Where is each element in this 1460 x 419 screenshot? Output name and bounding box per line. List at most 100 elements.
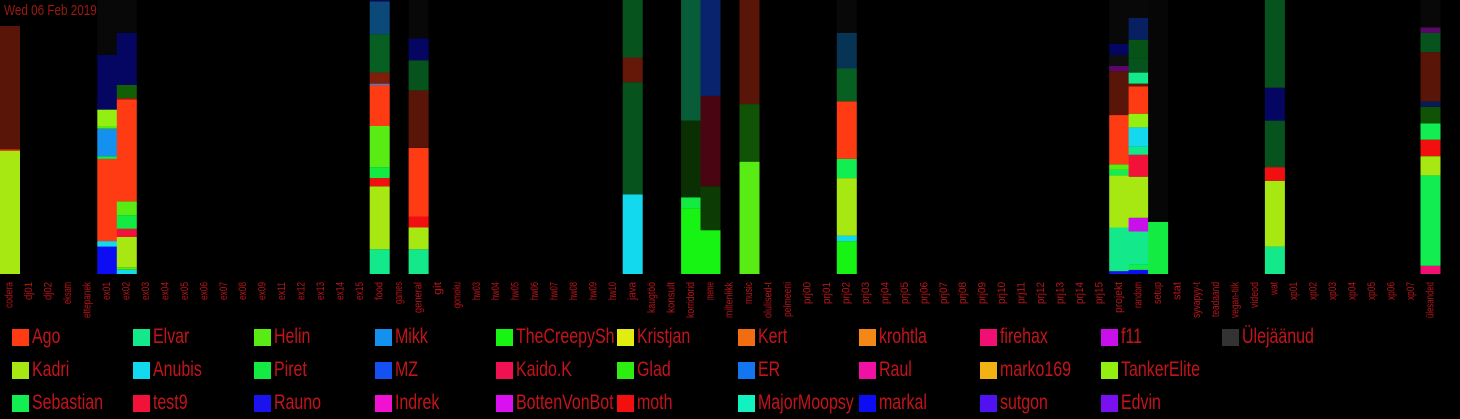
bar-segment-ex02-5 xyxy=(116,201,137,216)
tick-label-ex04: ex04 xyxy=(159,282,171,300)
tick-label-ülesanded: ülesanded xyxy=(1424,282,1436,318)
legend-item: Ülejäänud xyxy=(1222,325,1337,348)
bar-segment-food-9 xyxy=(369,1,390,35)
legend-item: ER xyxy=(738,358,787,381)
tick-label-ex05: ex05 xyxy=(179,282,191,300)
legend-swatch xyxy=(496,394,513,412)
bar-segment-java-0 xyxy=(622,194,643,274)
bar-segment-wat-0 xyxy=(1264,246,1285,274)
bar-segment-food-2 xyxy=(369,178,390,187)
tick-label-java: java xyxy=(626,281,638,301)
bar-segment-prj02-1 xyxy=(836,235,857,242)
bar-segment-general-3 xyxy=(408,148,429,217)
legend-item: TankerElite xyxy=(1101,358,1225,381)
legend-swatch xyxy=(133,361,150,379)
legend-label: firehax xyxy=(1000,325,1048,348)
bar-segment-prj02-3 xyxy=(836,158,857,179)
tick-label-ex09: ex09 xyxy=(257,282,269,300)
bar-segment-prj02-6 xyxy=(836,32,857,69)
bar-segment-ex01-6 xyxy=(97,109,118,126)
legend-label: Glad xyxy=(637,358,671,381)
bar-segment-wat-5 xyxy=(1264,0,1285,88)
bar-segment-random-6 xyxy=(1128,146,1149,155)
bar-segment-wat-4 xyxy=(1264,87,1285,121)
bar-segment-codera-1 xyxy=(0,149,20,151)
bar-segment-random-3 xyxy=(1128,217,1149,232)
bar-segment-ülesanded-1 xyxy=(1420,175,1441,266)
bar-segment-random-1 xyxy=(1128,264,1149,270)
legend-item: Kaido.K xyxy=(496,358,590,381)
bar-segment-random-7 xyxy=(1128,127,1149,147)
tick-label-prj01: prj01 xyxy=(821,282,833,304)
bar-segment-food-7 xyxy=(369,72,390,84)
legend-label: Anubis xyxy=(153,358,202,381)
tick-label-ex06: ex06 xyxy=(198,282,210,300)
bar-segment-ex01-0 xyxy=(97,246,118,274)
bar-segment-prj02-4 xyxy=(836,101,857,159)
legend-item: Edvin xyxy=(1101,391,1174,414)
legend-label: Piret xyxy=(274,358,307,381)
legend-item: Helin xyxy=(254,325,322,348)
legend-item: f11 xyxy=(1101,325,1149,348)
legend-item: markal xyxy=(859,391,942,414)
tick-label-prj04: prj04 xyxy=(879,282,891,304)
tick-label-ex07: ex07 xyxy=(218,282,230,300)
legend-swatch xyxy=(617,361,634,379)
legend-label: moth xyxy=(637,391,673,414)
bar-segment-korridorid-0 xyxy=(681,208,702,274)
bar-segment-ülesanded-4 xyxy=(1420,123,1441,140)
legend-item: firehax xyxy=(980,325,1063,348)
tick-label-olulised-t: olulised-t xyxy=(763,282,775,318)
chart-date-title: Wed 06 Feb 2019 xyxy=(4,2,97,19)
legend-label: Indrek xyxy=(395,391,440,414)
bar-segment-korridorid-2 xyxy=(681,120,702,198)
legend-swatch xyxy=(254,361,271,379)
legend-label: f11 xyxy=(1121,325,1143,348)
legend-label: BottenVonBot xyxy=(516,391,614,414)
bar-segment-general-0 xyxy=(408,249,429,274)
tick-label-random: random xyxy=(1132,282,1144,308)
bar-segment-random-0 xyxy=(1128,269,1149,274)
bar-segment-projekt-4 xyxy=(1109,164,1130,170)
bar-segment-ex01-2 xyxy=(97,158,118,242)
tick-label-hw04: hw04 xyxy=(490,282,502,300)
legend-label: Kadri xyxy=(32,358,70,381)
bar-segment-random-11 xyxy=(1128,72,1149,84)
bar-segment-ex02-10 xyxy=(116,0,137,33)
legend-label: Sebastian xyxy=(32,391,103,414)
tick-label-general: general xyxy=(412,282,424,313)
tick-label-ettepanek: ettepanek xyxy=(82,282,94,318)
tick-label-hw10: hw10 xyxy=(607,282,619,300)
tick-label-prj12: prj12 xyxy=(1035,282,1047,304)
bar-segment-prj02-5 xyxy=(836,68,857,102)
legend-label: marko169 xyxy=(1000,358,1071,381)
tick-label-hw07: hw07 xyxy=(549,282,561,300)
bar-segment-music-0 xyxy=(739,161,760,274)
tick-label-eksam: eksam xyxy=(62,282,74,304)
bar-segment-ex01-8 xyxy=(97,0,118,55)
legend-swatch xyxy=(254,328,271,346)
legend-label: Kristjan xyxy=(637,325,691,348)
bar-segment-ex02-2 xyxy=(116,237,137,268)
bar-segment-codera-3 xyxy=(0,0,20,26)
legend-label: Ago xyxy=(32,325,61,348)
legend-label: MajorMoopsy xyxy=(758,391,854,414)
tick-label-hw05: hw05 xyxy=(510,282,522,300)
bar-segment-food-5 xyxy=(369,84,390,126)
bar-segment-food-0 xyxy=(369,249,390,274)
tick-label-prj00: prj00 xyxy=(802,282,814,304)
legend-swatch xyxy=(738,361,755,379)
tick-label-miltenlikk: miltenlikk xyxy=(724,282,736,318)
bar-segment-projekt-7 xyxy=(1109,65,1130,72)
legend-item: Ago xyxy=(12,325,69,348)
legend-label: krohtla xyxy=(879,325,927,348)
legend-item: Mikk xyxy=(375,325,438,348)
bar-segment-projekt-3 xyxy=(1109,169,1130,176)
tick-label-ex02: ex02 xyxy=(121,282,133,300)
legend-label: Kaido.K xyxy=(516,358,572,381)
bar-segment-wat-1 xyxy=(1264,180,1285,247)
bar-segment-projekt-0 xyxy=(1109,271,1130,274)
legend-item: Rauno xyxy=(254,391,336,414)
legend-swatch xyxy=(859,328,876,346)
tick-label-vegan-tiik: vegan-tiik xyxy=(1230,282,1242,318)
